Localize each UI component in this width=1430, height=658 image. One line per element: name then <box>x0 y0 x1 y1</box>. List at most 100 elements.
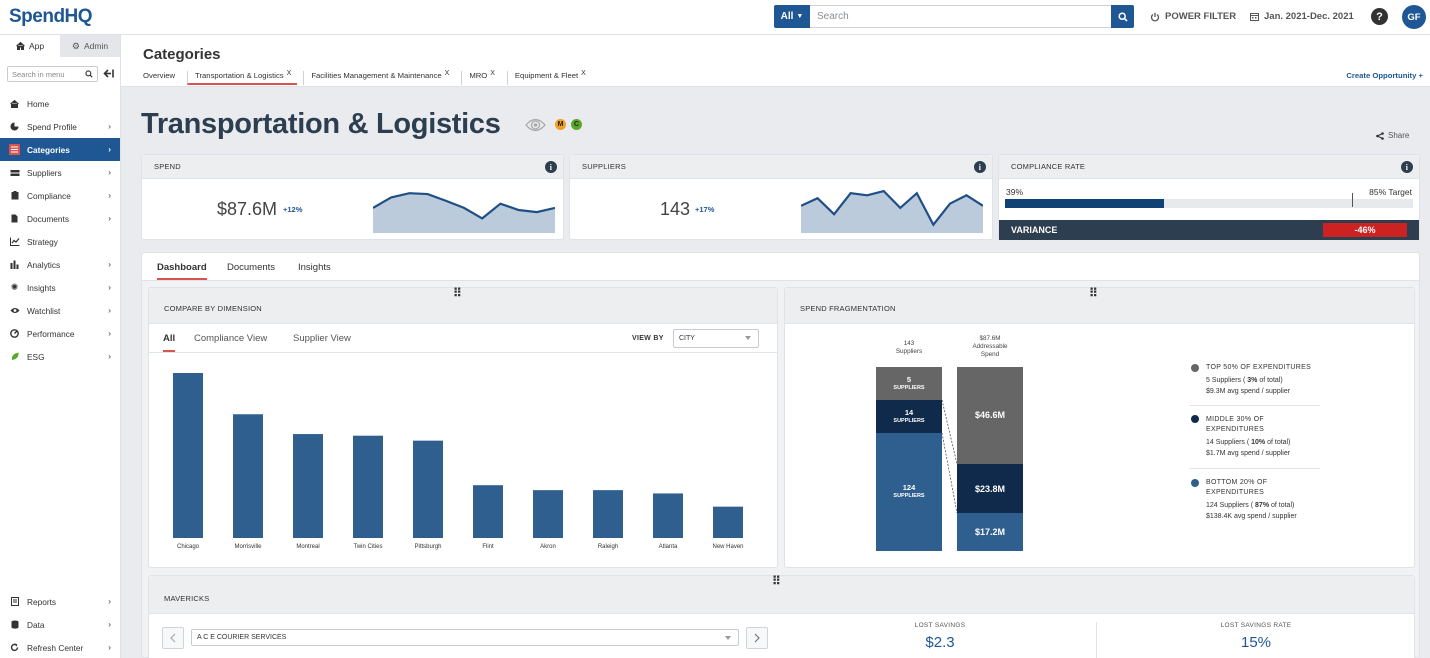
tab-facilities-management[interactable]: Facilities Management & Maintenance X <box>303 70 455 85</box>
help-button[interactable]: ? <box>1371 8 1388 25</box>
tab-transportation-logistics[interactable]: Transportation & Logistics X <box>187 70 298 85</box>
share-button[interactable]: Share <box>1376 131 1409 140</box>
search-button[interactable] <box>1111 5 1134 28</box>
previous-supplier-button[interactable] <box>162 627 184 649</box>
tab-documents[interactable]: Documents <box>227 262 276 273</box>
sidebar-item-spend-profile[interactable]: Spend Profile › <box>0 115 120 138</box>
info-icon[interactable]: i <box>974 161 986 173</box>
subtab-supplier-view[interactable]: Supplier View <box>293 333 351 344</box>
next-supplier-button[interactable] <box>746 627 768 649</box>
bar-atlanta[interactable] <box>653 493 683 538</box>
compliance-label: COMPLIANCE RATE <box>1011 162 1086 171</box>
top-suppliers-label: 5 SUPPLIERS <box>876 375 942 393</box>
maverick-supplier-select[interactable]: A C E COURIER SERVICES <box>191 629 739 646</box>
sidebar-item-analytics[interactable]: Analytics › <box>0 253 120 276</box>
tab-label: Overview <box>143 71 176 80</box>
drag-handle-icon[interactable]: ⠿ <box>772 574 782 588</box>
home-icon <box>9 98 20 109</box>
tab-admin[interactable]: ⚙ Admin <box>60 35 120 57</box>
date-range-picker[interactable]: Jan. 2021-Dec. 2021 <box>1250 11 1354 22</box>
suppliers-count: 143 <box>903 340 915 347</box>
sidebar-item-documents[interactable]: Documents › <box>0 207 120 230</box>
bottom-suppliers-segment[interactable] <box>876 433 942 551</box>
top-suppliers-segment[interactable] <box>876 367 942 400</box>
sidebar-item-home[interactable]: Home <box>0 92 120 115</box>
close-tab-icon[interactable]: X <box>286 70 292 77</box>
sidebar-item-categories[interactable]: Categories › <box>0 138 120 161</box>
sidebar-item-performance[interactable]: Performance › <box>0 322 120 345</box>
close-tab-icon[interactable]: X <box>444 70 450 77</box>
bar-flint[interactable] <box>473 485 503 538</box>
bar-akron[interactable] <box>533 490 563 538</box>
bar-new-haven[interactable] <box>713 506 743 538</box>
database-icon <box>9 619 20 630</box>
compliance-progress-bar <box>1005 193 1413 208</box>
chevron-right-icon: › <box>108 282 111 292</box>
info-icon[interactable]: i <box>1401 161 1413 173</box>
view-by-label: VIEW BY <box>632 335 664 342</box>
close-tab-icon[interactable]: X <box>581 70 586 77</box>
close-tab-icon[interactable]: X <box>490 70 495 77</box>
info-icon[interactable]: i <box>545 161 557 173</box>
sidebar-item-refresh-center[interactable]: Refresh Center › <box>0 636 120 658</box>
tab-insights[interactable]: Insights <box>298 262 331 273</box>
tab-overview[interactable]: Overview <box>143 71 181 85</box>
mavericks-card: MAVERICKS ⠿ <box>148 574 1415 658</box>
drag-handle-icon[interactable]: ⠿ <box>1089 286 1099 300</box>
spendhq-logo[interactable]: SpendHQ <box>9 6 93 27</box>
sidebar-item-suppliers[interactable]: Suppliers › <box>0 161 120 184</box>
drag-handle-icon[interactable]: ⠿ <box>453 286 463 300</box>
maverick-badge[interactable]: M <box>555 119 566 130</box>
sidebar-item-strategy[interactable]: Strategy <box>0 230 120 253</box>
search-icon[interactable] <box>85 70 93 78</box>
tab-mro[interactable]: MRO X <box>461 70 501 85</box>
bar-raleigh[interactable] <box>593 490 623 538</box>
suppliers-value: 143 <box>660 199 691 219</box>
subtab-compliance-view[interactable]: Compliance View <box>194 333 268 344</box>
gauge-icon <box>9 328 20 339</box>
refresh-icon <box>9 642 20 653</box>
segment-count: 124 <box>902 483 916 492</box>
sidebar-item-compliance[interactable]: Compliance › <box>0 184 120 207</box>
spend-fragmentation-card: SPEND FRAGMENTATION ⠿ <box>784 286 1415 568</box>
power-filter-button[interactable]: POWER FILTER <box>1150 11 1236 22</box>
menu-search <box>7 66 98 82</box>
lightbulb-icon: ✺ <box>10 282 19 292</box>
bottom-spend-segment[interactable] <box>957 513 1023 551</box>
watch-eye-icon[interactable] <box>525 117 546 133</box>
bar-twin-cities[interactable] <box>353 435 383 538</box>
sparkline-line <box>801 189 983 227</box>
tab-dashboard[interactable]: Dashboard <box>157 262 207 280</box>
top-spend-segment[interactable] <box>957 367 1023 464</box>
sidebar-item-label: Home <box>27 98 50 109</box>
tab-equipment-fleet[interactable]: Equipment & Fleet X <box>506 70 592 85</box>
menu-search-input[interactable] <box>12 69 82 79</box>
bar-chicago[interactable] <box>173 373 203 538</box>
bar-montreal[interactable] <box>293 434 323 538</box>
create-opportunity-link[interactable]: Create Opportunity + <box>1346 71 1423 80</box>
bar-pittsburgh[interactable] <box>413 440 443 538</box>
collapse-sidebar-icon[interactable] <box>103 69 114 78</box>
middle-spend-segment[interactable] <box>957 464 1023 513</box>
bar-morrisville[interactable] <box>233 414 263 538</box>
subtab-all[interactable]: All <box>163 333 176 352</box>
sidebar-item-label: Strategy <box>27 236 58 247</box>
user-avatar[interactable]: GF <box>1402 5 1426 29</box>
legend-text: 5 Suppliers ( <box>1206 377 1248 384</box>
compliance-card: COMPLIANCE RATE i 39% 85% Target VARIANC… <box>998 154 1420 240</box>
sidebar-item-esg[interactable]: ESG › <box>0 345 120 368</box>
chevron-right-icon: › <box>108 351 111 361</box>
compliance-badge[interactable]: C <box>571 119 582 130</box>
search-scope-dropdown[interactable]: All ▼ <box>774 5 810 28</box>
view-by-select[interactable]: CITY <box>673 329 759 348</box>
caret-down-icon <box>725 636 731 640</box>
suppliers-sparkline <box>801 189 983 233</box>
tab-app[interactable]: App <box>0 35 60 57</box>
middle-suppliers-segment[interactable] <box>876 400 942 433</box>
sidebar-item-data[interactable]: Data › <box>0 613 120 636</box>
sidebar-item-reports[interactable]: Reports › <box>0 590 120 613</box>
sidebar-item-watchlist[interactable]: Watchlist › <box>0 299 120 322</box>
sidebar-item-insights[interactable]: ✺ Insights › <box>0 276 120 299</box>
search-input[interactable] <box>810 5 1111 28</box>
sparkline-area <box>373 193 555 233</box>
